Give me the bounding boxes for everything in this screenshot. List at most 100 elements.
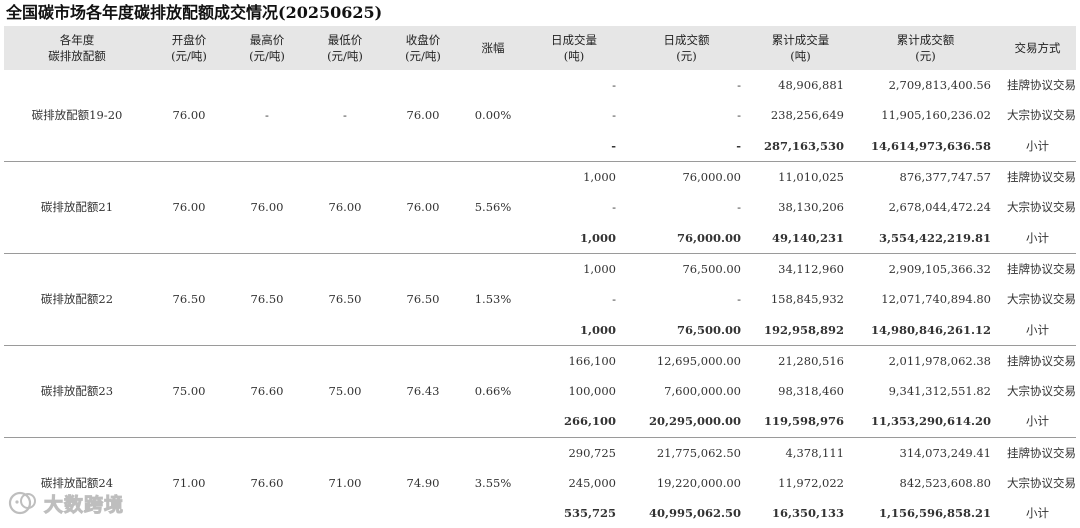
- daily-volume-cell: 1,000: [524, 314, 624, 346]
- column-header: 涨幅: [462, 26, 524, 70]
- daily-volume-cell: -: [612, 78, 616, 93]
- daily-volume-cell: 535,725: [563, 506, 616, 521]
- cumulative-amount-cell: 1,156,596,858.21: [878, 506, 991, 521]
- low-price-cell: 75.00: [306, 345, 384, 438]
- table-row: 245,000 19,220,000.00 11,972,022 842,523,60…: [4, 468, 1076, 498]
- cumulative-volume-cell: 38,130,206: [778, 200, 844, 215]
- column-header-line: (元/吨): [249, 49, 285, 63]
- cumulative-amount-cell: 14,614,973,636.58: [852, 130, 999, 162]
- table-row: 碳排放配额23 75.00 76.60 75.00 76.43 0.66% 166,100 1…: [4, 345, 1076, 438]
- quota-name-cell: 碳排放配额23: [4, 345, 150, 438]
- daily-amount-cell: -: [737, 200, 741, 215]
- daily-amount-cell: 20,295,000.00: [624, 406, 749, 438]
- column-header-line: 累计成交额: [896, 33, 955, 47]
- table-row: - - 38,130,206 2,678,044,472.24 大宗协议交易: [4, 192, 1076, 222]
- column-header: 累计成交额 (元): [852, 26, 999, 70]
- page-title: 全国碳市场各年度碳排放配额成交情况(20250625): [6, 3, 383, 22]
- trade-method-cell: 小计: [1026, 506, 1049, 521]
- column-header: 收盘价 (元/吨): [384, 26, 462, 70]
- cumulative-amount-cell: 14,980,846,261.12: [852, 314, 999, 346]
- daily-volume-cell: 1,000: [583, 261, 616, 276]
- quota-name-cell: 碳排放配额24: [40, 476, 114, 490]
- daily-volume-cell: 1,000: [583, 170, 616, 185]
- high-price-cell: -: [228, 70, 306, 162]
- cumulative-amount-cell: 9,341,312,551.82: [888, 384, 991, 399]
- column-header: 累计成交量 (吨): [749, 26, 852, 70]
- daily-volume-cell: 266,100: [524, 406, 624, 438]
- daily-amount-cell: 40,995,062.50: [648, 506, 741, 521]
- cumulative-volume-cell: 34,112,960: [778, 261, 844, 276]
- low-price-cell: 71.00: [328, 476, 362, 490]
- cumulative-volume-cell: 11,972,022: [778, 476, 844, 490]
- cumulative-amount-cell: 12,071,740,894.80: [881, 292, 991, 307]
- daily-volume-cell: 245,000: [568, 476, 616, 490]
- table-body: 碳排放配额19-20 76.00- -76.00 0.00% - -48,906,881 2…: [4, 70, 1076, 528]
- column-header-line: (吨): [563, 49, 585, 63]
- column-header-line: 交易方式: [1014, 41, 1061, 55]
- daily-amount-cell: -: [737, 292, 741, 307]
- daily-amount-cell: -: [624, 130, 749, 162]
- column-header-line: 涨幅: [481, 41, 505, 55]
- low-price-cell: -: [306, 70, 384, 162]
- daily-amount-cell: 12,695,000.00: [656, 353, 741, 368]
- trade-method-cell: 大宗协议交易: [1007, 200, 1076, 215]
- column-header-line: 最低价: [327, 33, 363, 47]
- open-price-cell: 76.50: [150, 253, 228, 346]
- column-header: 最高价 (元/吨): [228, 26, 306, 70]
- trade-method-cell: 小计: [999, 314, 1076, 346]
- close-price-cell: 76.43: [384, 345, 462, 438]
- quota-name-cell: 碳排放配额22: [4, 253, 150, 346]
- daily-amount-cell: 19,220,000.00: [656, 476, 741, 490]
- close-price-cell: 76.50: [384, 253, 462, 346]
- trade-method-cell: 挂牌协议交易: [1007, 445, 1076, 460]
- column-header: 最低价 (元/吨): [306, 26, 384, 70]
- cumulative-amount-cell: 11,353,290,614.20: [852, 406, 999, 438]
- column-header-line: 累计成交量: [771, 33, 830, 47]
- trade-method-cell: 小计: [999, 130, 1076, 162]
- trade-method-cell: 挂牌协议交易: [1007, 261, 1076, 276]
- high-price-cell: 76.60: [250, 476, 284, 490]
- cumulative-volume-cell: 287,163,530: [749, 130, 852, 162]
- cumulative-volume-cell: 192,958,892: [749, 314, 852, 346]
- column-header-line: 最高价: [249, 33, 285, 47]
- daily-amount-cell: 76,500.00: [624, 314, 749, 346]
- daily-amount-cell: 76,500.00: [682, 261, 741, 276]
- trade-method-cell: 小计: [999, 222, 1076, 254]
- cumulative-amount-cell: 3,554,422,219.81: [852, 222, 999, 254]
- column-header-line: (元/吨): [171, 49, 207, 63]
- open-price-cell: 76.00: [150, 161, 228, 254]
- watermark: 大数跨境: [8, 488, 124, 518]
- close-price-cell: 76.00: [384, 161, 462, 254]
- table-row: 100,000 7,600,000.00 98,318,460 9,341,312,5…: [4, 376, 1076, 406]
- table-header-row: 各年度 碳排放配额 开盘价 (元/吨) 最高价 (元/吨) 最低价 (元/吨) 收盘价 (元/吨)…: [4, 26, 1076, 70]
- open-price-cell: 76.00: [150, 70, 228, 162]
- column-header: 日成交量 (吨): [524, 26, 624, 70]
- low-price-cell: 76.50: [306, 253, 384, 346]
- daily-volume-cell: -: [524, 130, 624, 162]
- table-row: 碳排放配额24 71.00 76.60 71.00 74.90 3.55% 290,725 2…: [4, 437, 1076, 490]
- table-row: 碳排放配额19-20 76.00- -76.00 0.00% - -48,906,881 2…: [4, 70, 1076, 162]
- brand-logo-icon: [8, 491, 36, 515]
- daily-volume-cell: 166,100: [568, 353, 616, 368]
- subtotal-row: 1,000 76,000.00 49,140,231 3,554,422,219.81…: [4, 222, 1076, 254]
- trade-method-cell: 挂牌协议交易: [1007, 353, 1076, 368]
- cumulative-volume-cell: 48,906,881: [778, 78, 844, 93]
- daily-volume-cell: -: [612, 108, 616, 123]
- carbon-quota-table: 各年度 碳排放配额 开盘价 (元/吨) 最高价 (元/吨) 最低价 (元/吨) 收盘价 (元/吨)…: [4, 26, 1076, 528]
- column-header: 各年度 碳排放配额: [4, 26, 150, 70]
- open-price-cell: 71.00: [172, 476, 206, 490]
- column-header-line: (吨): [790, 49, 811, 63]
- daily-amount-cell: 76,000.00: [624, 222, 749, 254]
- high-price-cell: 76.60: [228, 345, 306, 438]
- subtotal-row: - -287,163,530 14,614,973,636.58 小计: [4, 130, 1076, 162]
- trade-method-cell: 大宗协议交易: [1007, 384, 1076, 399]
- change-cell: 0.66%: [462, 345, 524, 438]
- cumulative-amount-cell: 2,909,105,366.32: [888, 261, 991, 276]
- change-cell: 1.53%: [462, 253, 524, 346]
- watermark-text: 大数跨境: [43, 493, 125, 516]
- close-price-cell: 74.90: [406, 476, 440, 490]
- subtotal-row: 1,000 76,500.00 192,958,892 14,980,846,261.…: [4, 314, 1076, 346]
- low-price-cell: 76.00: [306, 161, 384, 254]
- high-price-cell: 76.00: [228, 161, 306, 254]
- daily-volume-cell: -: [612, 200, 616, 215]
